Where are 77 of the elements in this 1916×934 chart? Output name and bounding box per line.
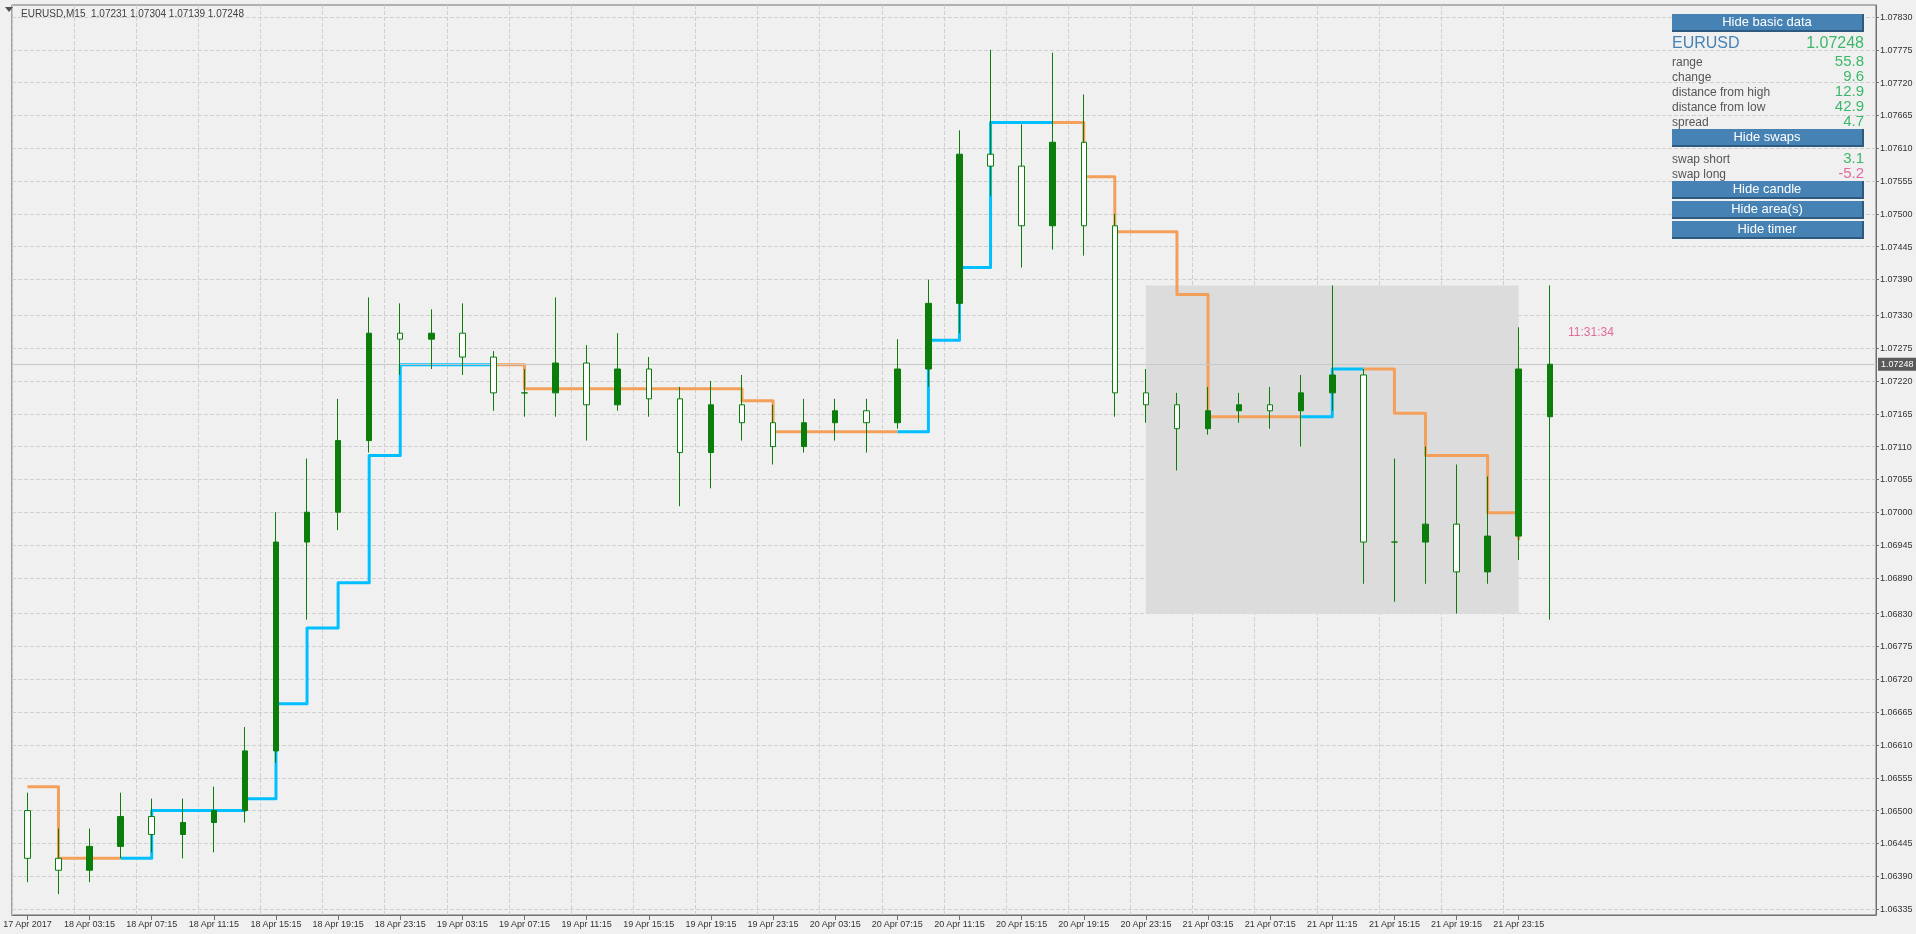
chart-title: EURUSD,M15 1.07231 1.07304 1.07139 1.07248 <box>21 7 245 19</box>
y-tick-label: 1.06500 <box>1880 805 1913 816</box>
y-tick-label: 1.06445 <box>1880 838 1913 849</box>
annotation: Hide area(s) <box>1672 201 1864 219</box>
x-tick-label: 19 Apr 15:15 <box>623 918 675 929</box>
annotation: 12.9 <box>1834 82 1864 99</box>
x-tick-label: 21 Apr 11:15 <box>1307 918 1358 929</box>
x-tick-label: 20 Apr 15:15 <box>996 918 1048 929</box>
x-tick-label: 18 Apr 19:15 <box>312 918 364 929</box>
annotation: Hide timer <box>1672 221 1864 239</box>
x-tick-label: 18 Apr 23:15 <box>374 918 426 929</box>
x-tick-label: 20 Apr 03:15 <box>809 918 861 929</box>
annotation: Hide swaps <box>1672 129 1864 147</box>
x-tick-label: 18 Apr 11:15 <box>188 918 240 929</box>
y-tick-label: 1.07220 <box>1880 375 1913 386</box>
x-tick-label: 19 Apr 03:15 <box>436 918 488 929</box>
y-tick-label: 1.07610 <box>1880 143 1913 154</box>
x-tick-label: 21 Apr 07:15 <box>1244 918 1296 929</box>
annotation: Hide candle <box>1672 181 1864 199</box>
x-tick-label: 19 Apr 23:15 <box>747 918 799 929</box>
x-tick-label: 19 Apr 11:15 <box>561 918 612 929</box>
y-tick-label: 1.07500 <box>1880 208 1913 219</box>
annotation: spread <box>1672 115 1709 129</box>
annotation: -5.2 <box>1838 164 1864 181</box>
annotation: Hide basic data <box>1672 14 1864 32</box>
x-tick-label: 21 Apr 23:15 <box>1493 918 1545 929</box>
y-tick-label: 1.06610 <box>1880 739 1913 750</box>
ref-line-label: 1.07248 <box>1881 359 1914 370</box>
x-tick-label: 20 Apr 19:15 <box>1058 918 1110 929</box>
y-tick-label: 1.07775 <box>1880 44 1913 55</box>
annotation: 9.6 <box>1843 67 1864 84</box>
annotation: distance from high <box>1672 85 1771 99</box>
annotation: swap long <box>1672 167 1727 181</box>
y-tick-label: 1.06720 <box>1880 674 1913 685</box>
annotation: distance from low <box>1672 100 1766 114</box>
y-tick-label: 1.07330 <box>1880 310 1913 321</box>
x-tick-label: 17 Apr 2017 <box>3 918 52 929</box>
x-tick-label: 20 Apr 07:15 <box>871 918 923 929</box>
y-tick-label: 1.06390 <box>1880 871 1913 882</box>
annotation: swap short <box>1672 152 1731 166</box>
x-tick-label: 20 Apr 11:15 <box>934 918 985 929</box>
annotation: 4.7 <box>1843 112 1864 129</box>
y-tick-label: 1.06335 <box>1880 904 1913 915</box>
y-tick-label: 1.07390 <box>1880 274 1913 285</box>
annotation: change <box>1672 70 1712 84</box>
y-tick-label: 1.07110 <box>1880 441 1912 452</box>
annotation: 42.9 <box>1834 97 1864 114</box>
x-tick-label: 21 Apr 03:15 <box>1182 918 1234 929</box>
y-tick-label: 1.06555 <box>1880 772 1913 783</box>
y-tick-label: 1.07055 <box>1880 474 1913 485</box>
y-tick-label: 1.07275 <box>1880 343 1913 354</box>
y-tick-label: 1.06945 <box>1880 540 1913 551</box>
x-tick-label: 19 Apr 19:15 <box>685 918 737 929</box>
y-tick-label: 1.06890 <box>1880 572 1913 583</box>
annotation: 1.07248 <box>1806 34 1864 52</box>
annotation: range <box>1672 55 1703 69</box>
y-tick-label: 1.06830 <box>1880 608 1913 619</box>
x-tick-label: 20 Apr 23:15 <box>1120 918 1172 929</box>
x-tick-label: 19 Apr 07:15 <box>499 918 551 929</box>
x-tick-label: 18 Apr 15:15 <box>250 918 302 929</box>
y-tick-label: 1.07665 <box>1880 110 1913 121</box>
y-tick-label: 1.06775 <box>1880 641 1913 652</box>
annotation: 11:31:34 <box>1568 325 1615 339</box>
y-tick-label: 1.07000 <box>1880 507 1913 518</box>
annotation: 55.8 <box>1834 52 1864 69</box>
y-tick-label: 1.06665 <box>1880 707 1913 718</box>
x-tick-label: 18 Apr 07:15 <box>126 918 178 929</box>
x-tick-label: 18 Apr 03:15 <box>64 918 116 929</box>
annotation: 3.1 <box>1843 149 1864 166</box>
y-tick-label: 1.07445 <box>1880 241 1913 252</box>
x-tick-label: 21 Apr 19:15 <box>1431 918 1483 929</box>
y-tick-label: 1.07165 <box>1880 408 1913 419</box>
y-tick-label: 1.07830 <box>1880 11 1913 22</box>
x-tick-label: 21 Apr 15:15 <box>1368 918 1420 929</box>
y-tick-label: 1.07720 <box>1880 77 1913 88</box>
y-tick-label: 1.07555 <box>1880 176 1913 187</box>
annotation: EURUSD <box>1672 34 1740 52</box>
